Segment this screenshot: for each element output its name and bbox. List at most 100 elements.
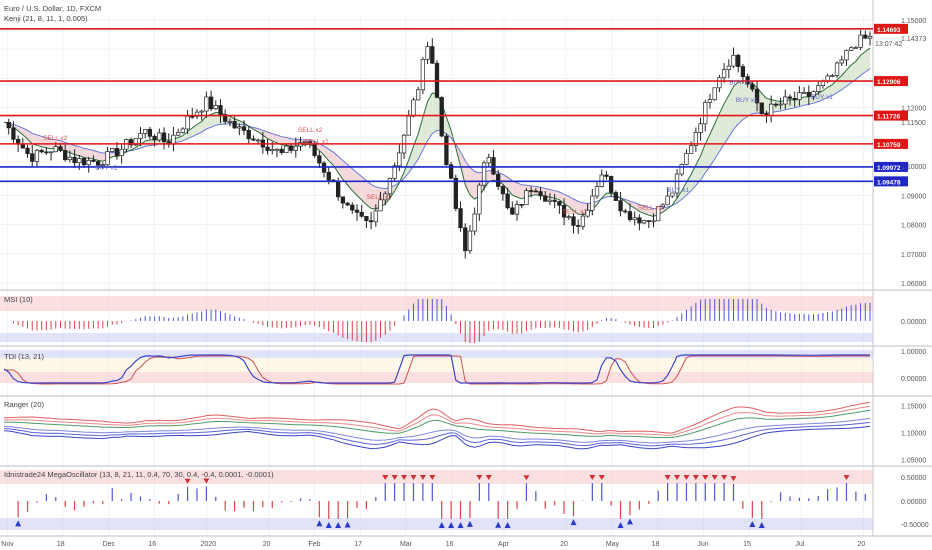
mega-buy-marker bbox=[617, 522, 624, 528]
level-label: 1.09972 bbox=[877, 165, 901, 172]
mega-buy-marker bbox=[626, 518, 633, 525]
symbol-title[interactable]: Euro / U.S. Dollar, 1D, FXCM bbox=[4, 4, 101, 13]
candle-body bbox=[95, 161, 101, 166]
price-tick: 1.09000 bbox=[901, 193, 926, 200]
slow-ema-line bbox=[3, 68, 871, 210]
candle-body bbox=[208, 96, 214, 110]
price-tick: 1.14373 bbox=[901, 36, 926, 43]
mega-sell-marker bbox=[203, 478, 210, 484]
candle-body bbox=[740, 66, 746, 77]
indicator-title[interactable]: Kenji (21, 8, 11, 1, 0.005) bbox=[4, 14, 88, 23]
candle-body bbox=[467, 230, 473, 252]
candle-body bbox=[623, 210, 628, 213]
level-label: 1.14693 bbox=[877, 27, 901, 34]
pane-tick: 0.50000 bbox=[901, 475, 926, 482]
pane-tick: 1.00000 bbox=[901, 349, 926, 356]
price-axis[interactable]: 1.15000 1.14373 1.12000 1.11500 1.10000 1.090… bbox=[901, 18, 926, 288]
ema-cloud bbox=[564, 194, 569, 207]
candle-body bbox=[491, 157, 496, 175]
price-tick: 1.06000 bbox=[901, 281, 926, 288]
candle-body bbox=[585, 209, 590, 217]
ema-cloud bbox=[691, 164, 696, 191]
ema-cloud bbox=[860, 51, 866, 76]
candle-body bbox=[580, 215, 586, 227]
candle-body bbox=[543, 195, 548, 202]
ema-cloud bbox=[356, 172, 362, 201]
candle-body bbox=[665, 195, 670, 206]
candle-body bbox=[811, 91, 816, 97]
ranger-band-line bbox=[3, 421, 871, 447]
ema-cloud bbox=[634, 202, 640, 212]
mega-sell-marker bbox=[674, 475, 681, 480]
price-signals: SELL x2 BUY x1 SELL x2 SELL x1 SELL x1 SELL x… bbox=[43, 80, 833, 216]
candle-body bbox=[227, 121, 233, 123]
megaoscillator-title[interactable]: Idnistrade24 MegaOscillator (13, 8, 21, … bbox=[4, 470, 274, 479]
ema-cloud bbox=[413, 133, 419, 167]
megaoscillator-pane: 0.50000 0.00000 -0.50000 bbox=[0, 470, 929, 530]
candle-body bbox=[500, 186, 506, 195]
candle-body bbox=[463, 227, 468, 252]
mega-buy-marker bbox=[15, 520, 22, 527]
mega-buy-marker bbox=[495, 521, 502, 528]
mega-buy-marker bbox=[438, 522, 445, 528]
candle-body bbox=[477, 184, 482, 215]
candle-body bbox=[223, 114, 228, 122]
ema-cloud bbox=[366, 180, 372, 209]
candle-body bbox=[783, 96, 788, 105]
ema-cloud bbox=[371, 184, 376, 209]
candle-body bbox=[472, 213, 477, 232]
candle-body bbox=[152, 135, 157, 141]
candle-body bbox=[656, 206, 661, 222]
ema-cloud bbox=[789, 99, 795, 109]
candle-body bbox=[237, 126, 242, 129]
candle-body bbox=[256, 139, 261, 142]
candle-body bbox=[364, 215, 369, 221]
time-tick: 17 bbox=[354, 541, 362, 548]
zone-band bbox=[0, 333, 873, 342]
buy-signal-label: BUY x1 bbox=[667, 187, 689, 194]
ema-cloud bbox=[606, 193, 612, 197]
candle-body bbox=[510, 207, 515, 215]
candle-body bbox=[430, 46, 435, 64]
ema-cloud bbox=[865, 48, 870, 72]
ranger-band-line bbox=[3, 417, 871, 444]
ema-cloud bbox=[98, 151, 103, 162]
mega-sell-marker bbox=[683, 475, 690, 480]
candle-body bbox=[213, 105, 218, 110]
ema-cloud bbox=[728, 86, 734, 138]
candle-body bbox=[651, 220, 656, 223]
msi-title[interactable]: MSI (10) bbox=[4, 295, 33, 304]
candle-body bbox=[368, 220, 374, 223]
ema-cloud bbox=[686, 174, 692, 196]
time-tick: 20 bbox=[263, 541, 271, 548]
ema-cloud bbox=[32, 133, 37, 146]
candle-body bbox=[53, 146, 58, 153]
price-levels: 1.14693 1.12906 1.11726 1.10759 1.09972 1.094… bbox=[0, 23, 908, 187]
ranger-band-line bbox=[3, 402, 871, 434]
candle-body bbox=[839, 59, 844, 64]
candle-body bbox=[627, 211, 633, 221]
ema-cloud bbox=[837, 75, 842, 93]
candle-body bbox=[660, 204, 666, 208]
level-tag bbox=[874, 76, 908, 87]
ema-cloud bbox=[549, 189, 555, 199]
ranger-title[interactable]: Ranger (20) bbox=[4, 400, 45, 409]
candle-body bbox=[143, 128, 148, 134]
time-axis[interactable]: Nov 18 Dec 16 2020 20 Feb 17 Mar 16 Apr 20 May 18 Jun 1… bbox=[1, 541, 865, 548]
candle-body bbox=[397, 152, 402, 167]
candle-body bbox=[524, 190, 529, 206]
mega-sell-marker bbox=[391, 475, 398, 480]
candle-body bbox=[632, 217, 637, 221]
candle-body bbox=[670, 192, 675, 197]
ema-cloud bbox=[206, 114, 212, 130]
candle-body bbox=[844, 50, 849, 61]
candle-body bbox=[44, 151, 49, 154]
buy-signal-label: BUY x1 bbox=[811, 94, 833, 101]
ema-cloud bbox=[418, 117, 423, 160]
ema-cloud bbox=[742, 80, 748, 120]
buy-signal-label: BUY x1 bbox=[729, 80, 751, 87]
zone-band bbox=[0, 372, 873, 383]
candle-body bbox=[637, 217, 642, 224]
grid bbox=[0, 0, 932, 537]
tdi-title[interactable]: TDI (13, 21) bbox=[4, 352, 45, 361]
